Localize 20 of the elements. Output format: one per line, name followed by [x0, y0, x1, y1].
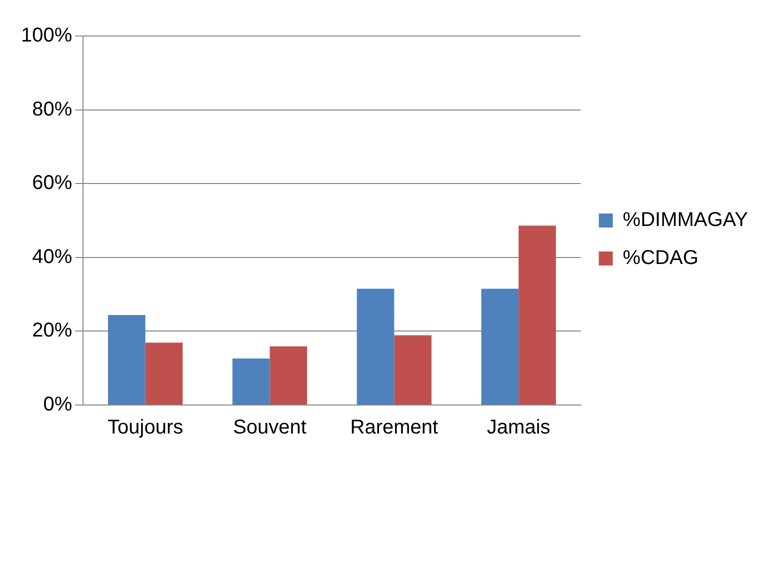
x-tick-label: Toujours [108, 416, 184, 439]
bar [481, 288, 519, 404]
y-tick-label: 20% [32, 320, 72, 342]
y-tick-label: 0% [43, 394, 72, 416]
bar [518, 226, 556, 404]
y-tick-label: 80% [32, 98, 72, 120]
x-tick-label: Rarement [350, 416, 439, 439]
bar [108, 314, 146, 404]
legend-label: %CDAG [622, 247, 698, 270]
y-tick-label: 100% [20, 24, 72, 47]
x-tick-label: Jamais [486, 416, 550, 439]
legend-label: %DIMMAGAY [622, 209, 748, 232]
y-tick-label: 60% [32, 172, 72, 194]
bar [270, 346, 308, 404]
y-tick-label: 40% [32, 246, 72, 268]
bar [145, 342, 183, 404]
bar [232, 358, 270, 404]
x-tick-label: Souvent [233, 416, 307, 439]
bar [394, 335, 432, 404]
bar [356, 288, 394, 404]
